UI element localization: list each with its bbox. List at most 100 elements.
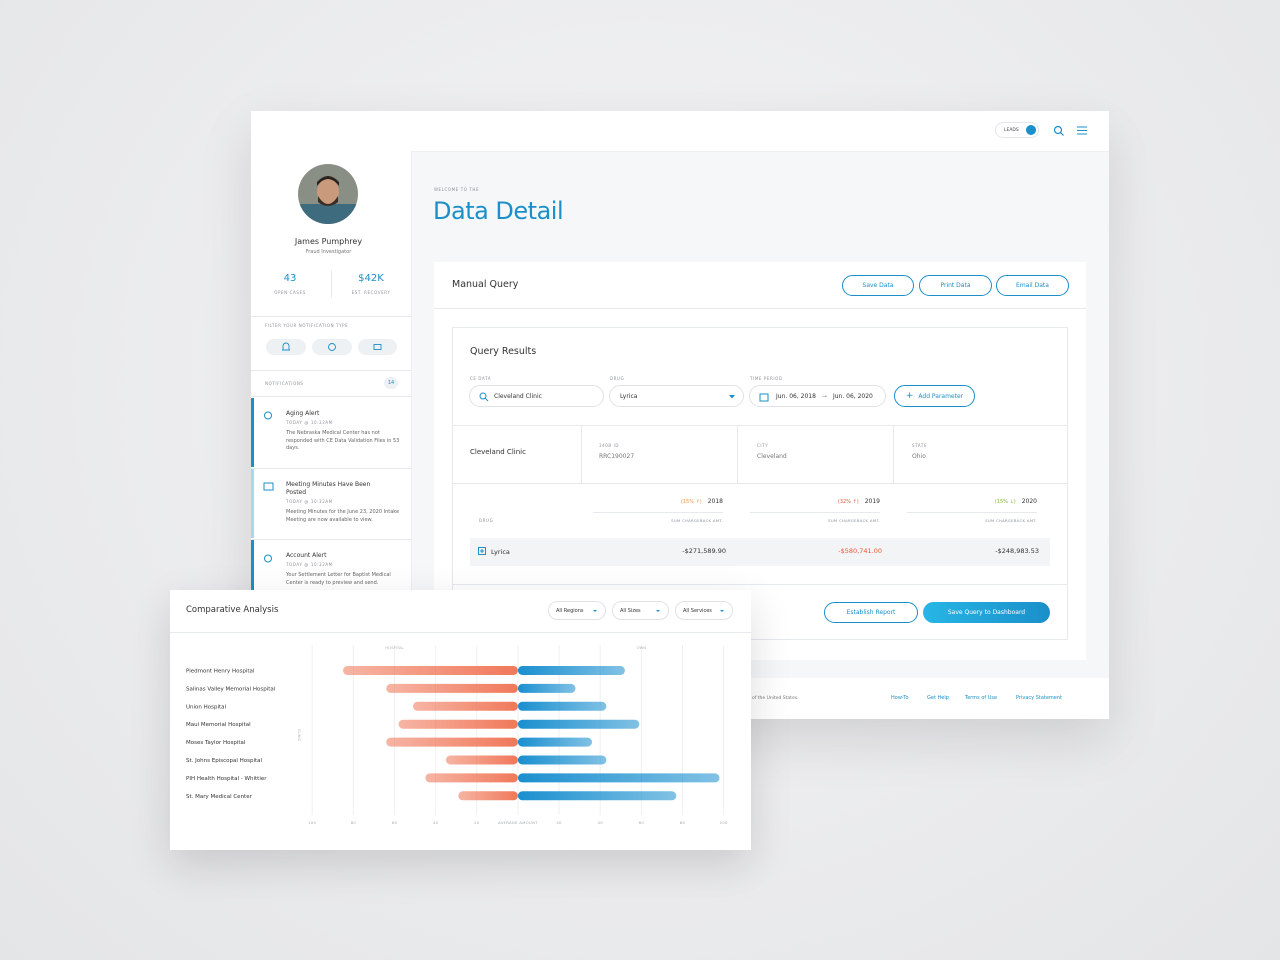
chart-title: Comparative Analysis — [186, 605, 279, 615]
input-value: Lyrica — [620, 392, 638, 400]
change: (15% ↓) — [994, 499, 1016, 505]
divider — [434, 308, 1086, 309]
x-tick-label: 60 — [392, 820, 398, 825]
top-bar — [251, 111, 1109, 152]
date-from: Jun. 06, 2018 — [776, 392, 816, 400]
leads-button[interactable]: LEADS — [995, 122, 1039, 138]
info-value: Cleveland — [757, 453, 787, 460]
print-data-button[interactable]: Print Data — [919, 275, 992, 296]
divider — [893, 425, 894, 483]
row-drug: Lyrica — [491, 548, 510, 556]
notification-title: Account Alert — [286, 552, 327, 559]
category-label: Salinas Valley Memorial Hospital — [186, 686, 276, 692]
change: (32% ↑) — [837, 499, 859, 505]
time-period-input[interactable]: Jun. 06, 2018 → Jun. 06, 2020 — [749, 385, 886, 407]
divider — [581, 425, 582, 483]
button-label: Email Data — [1016, 282, 1049, 289]
column-header: (15% ↑) 2018 — [593, 498, 723, 505]
save-data-button[interactable]: Save Data — [842, 275, 914, 296]
footer-link[interactable]: Get Help — [927, 695, 949, 701]
date-to: Jun. 06, 2020 — [832, 392, 873, 400]
info-label: STATE — [912, 443, 928, 448]
menu-icon[interactable] — [1077, 126, 1087, 135]
button-label: Save Query to Dashboard — [947, 609, 1026, 616]
divider — [251, 468, 411, 469]
save-query-button[interactable]: Save Query to Dashboard — [923, 602, 1050, 623]
category-label: Maui Memorial Hospital — [186, 722, 251, 728]
x-tick-label: 80 — [351, 820, 357, 825]
bar — [517, 719, 640, 729]
notification-marker — [251, 540, 254, 590]
x-tick-label: AVERAGE AMOUNT — [498, 820, 538, 825]
category-label: Moses Taylor Hospital — [186, 740, 246, 746]
filter-label: FILTER YOUR NOTIFICATION TYPE — [265, 323, 349, 328]
filter-label: All Services — [683, 607, 712, 614]
stat-value: $42K — [358, 273, 384, 284]
notification-icon — [264, 554, 272, 563]
footer-link[interactable]: Privacy Statement — [1016, 695, 1063, 701]
x-tick-label: 20 — [556, 820, 562, 825]
drug-select[interactable]: Lyrica — [609, 385, 744, 407]
divider — [251, 396, 411, 397]
button-label: Save Data — [862, 282, 894, 289]
column-sub: SUM CHARGEBACK AMT. — [828, 518, 880, 523]
establish-report-button[interactable]: Establish Report — [824, 602, 918, 623]
notification-icon — [263, 482, 274, 491]
category-label: Piedmont Henry Hospital — [186, 669, 255, 675]
profile-name: James Pumphrey — [294, 237, 363, 246]
ce-data-input[interactable]: Cleveland Clinic — [469, 385, 604, 407]
x-tick-label: 20 — [474, 820, 480, 825]
leads-icon — [1026, 125, 1036, 135]
column-header: (32% ↑) 2019 — [750, 498, 880, 505]
service-filter[interactable]: All Services — [675, 601, 733, 620]
year: 2018 — [707, 498, 723, 505]
query-title: Manual Query — [452, 279, 519, 290]
bar — [412, 701, 518, 711]
divider — [452, 425, 1068, 426]
notification-icon — [264, 411, 272, 420]
notification-body: The Nebraska Medical Center has not resp… — [286, 430, 400, 451]
stat-label: OPEN CASES — [274, 290, 306, 295]
bar — [517, 701, 607, 711]
expand-icon[interactable] — [478, 547, 486, 555]
notification-body: Meeting Minutes for the June 23, 2020 In… — [286, 509, 400, 523]
divider — [251, 370, 411, 371]
filter-label: All Sizes — [620, 607, 641, 614]
x-tick-label: 60 — [639, 820, 645, 825]
size-filter[interactable]: All Sizes — [612, 601, 669, 620]
footer-text: of the United States. — [752, 696, 799, 701]
page-title: Data Detail — [433, 197, 564, 225]
bar — [458, 791, 518, 801]
year: 2019 — [864, 498, 880, 505]
bar — [445, 755, 518, 765]
button-label: Establish Report — [846, 609, 896, 616]
notification-active[interactable] — [251, 398, 254, 467]
email-data-button[interactable]: Email Data — [996, 275, 1069, 296]
info-value: RRC190027 — [599, 453, 635, 460]
region-filter[interactable]: All Regions — [548, 601, 606, 620]
stat-label: EST. RECOVERY — [351, 290, 391, 295]
notification-time: TODAY @ 10:32AM — [286, 499, 333, 504]
notifications-count: 14 — [384, 377, 398, 389]
filter-pill[interactable] — [266, 339, 306, 355]
footer-link[interactable]: How-To — [891, 695, 909, 701]
x-tick-label: 80 — [680, 820, 686, 825]
row-value: -$248,983.53 — [995, 547, 1039, 555]
axis-label: CLINIC — [297, 729, 302, 742]
results-title: Query Results — [470, 346, 537, 357]
filter-pill[interactable] — [358, 339, 397, 355]
search-icon[interactable] — [1053, 125, 1065, 137]
footer-link[interactable]: Terms of Use — [965, 695, 998, 701]
axis-label: HOSPITAL — [385, 645, 404, 650]
info-value: Ohio — [912, 453, 926, 460]
bar — [343, 666, 518, 675]
bar — [517, 737, 592, 747]
avatar — [298, 164, 358, 224]
filter-pill[interactable] — [312, 339, 352, 355]
year: 2020 — [1021, 498, 1037, 505]
table-row — [470, 538, 1050, 566]
divider — [750, 512, 880, 513]
add-parameter-button[interactable]: + Add Parameter — [894, 385, 975, 407]
column-sub: SUM CHARGEBACK AMT. — [671, 518, 723, 523]
